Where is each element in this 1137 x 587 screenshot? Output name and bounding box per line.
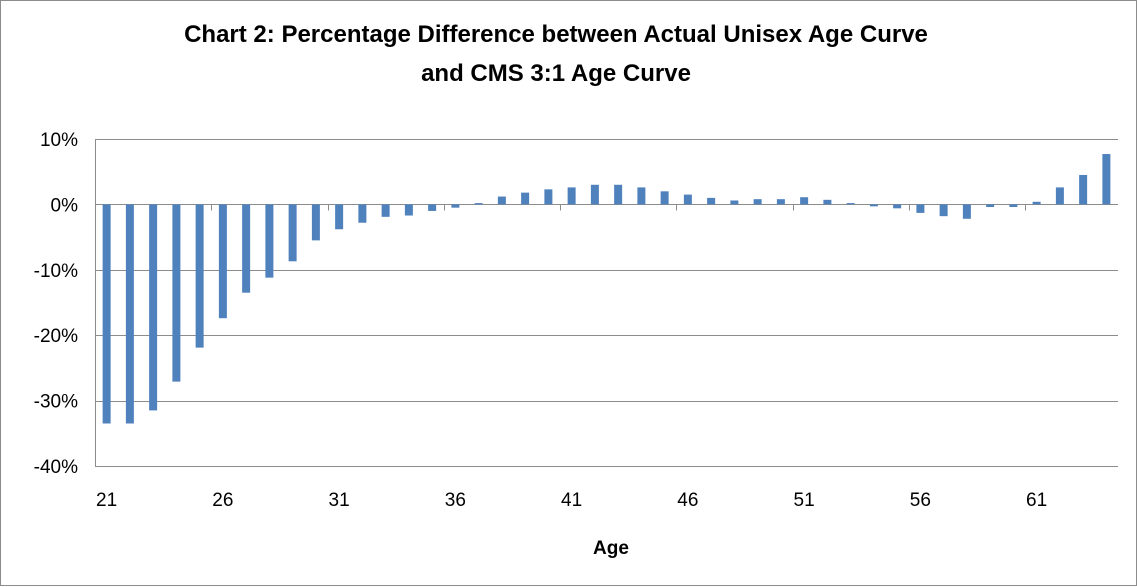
bar (102, 204, 111, 424)
gridlines (95, 139, 1118, 467)
bar (1102, 154, 1111, 205)
x-tick-label: 31 (329, 490, 350, 511)
bar (311, 204, 320, 241)
bar (707, 197, 716, 205)
bar (358, 204, 367, 223)
bar (544, 189, 553, 205)
bar (265, 204, 274, 278)
bar (335, 204, 344, 230)
bar (823, 199, 832, 205)
x-tick-label: 26 (212, 490, 233, 511)
x-tick-label: 61 (1026, 490, 1047, 511)
bar (683, 194, 692, 205)
bar (288, 204, 297, 262)
bar (567, 187, 576, 205)
x-axis-tick-labels: 21 26 31 36 41 46 51 56 61 (96, 490, 1047, 511)
bar (149, 204, 158, 411)
y-tick-label: 10% (40, 130, 78, 151)
bar (218, 204, 227, 319)
bar (404, 204, 413, 216)
bar (776, 199, 785, 205)
y-tick-label: -20% (34, 326, 78, 347)
bar (590, 184, 599, 205)
bar (1032, 201, 1041, 205)
bar (125, 204, 134, 424)
x-tick-label: 21 (96, 490, 117, 511)
bar (893, 204, 902, 209)
bar (474, 203, 483, 205)
bar (242, 204, 251, 293)
chart-title-line-2: and CMS 3:1 Age Curve (421, 60, 691, 87)
bar (1009, 204, 1018, 208)
bar (916, 204, 925, 213)
bar (1079, 174, 1088, 205)
y-tick-label: -40% (34, 457, 78, 478)
bar (451, 204, 460, 208)
x-axis-label: Age (593, 538, 629, 559)
bar (614, 184, 623, 205)
bar (497, 196, 506, 205)
bar (637, 187, 646, 205)
bar (428, 204, 437, 211)
x-tick-label: 36 (445, 490, 466, 511)
axes (95, 139, 1118, 466)
bar (172, 204, 181, 382)
x-tick-label: 41 (561, 490, 582, 511)
x-tick-label: 51 (794, 490, 815, 511)
y-tick-label: -30% (34, 392, 78, 413)
bar (846, 203, 855, 205)
bar (521, 192, 530, 205)
x-tick-label: 46 (677, 490, 698, 511)
bar (1055, 187, 1064, 205)
bar (660, 191, 669, 205)
bar (753, 199, 762, 205)
chart-title-line-1: Chart 2: Percentage Difference between A… (184, 21, 928, 48)
bar (869, 204, 878, 207)
bars (102, 154, 1111, 424)
bar (195, 204, 204, 348)
bar (730, 200, 739, 205)
bar (939, 204, 948, 217)
y-tick-label: -10% (34, 261, 78, 282)
bar (962, 204, 971, 219)
x-tick-label: 56 (910, 490, 931, 511)
y-axis-tick-labels: 10% 0% -10% -20% -30% -40% (34, 130, 78, 478)
bar (986, 204, 995, 208)
y-tick-label: 0% (51, 195, 79, 216)
bar (381, 204, 390, 217)
bar (800, 197, 809, 205)
